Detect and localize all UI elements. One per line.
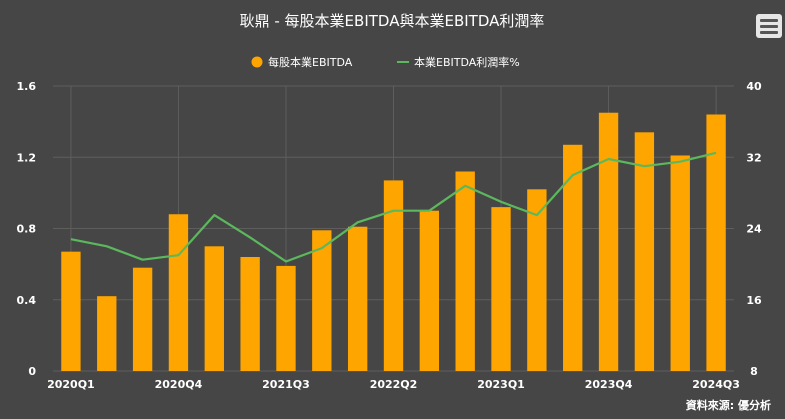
- bar: [598, 112, 619, 371]
- menu-bar: [760, 31, 778, 34]
- legend-bar-marker: [251, 56, 263, 68]
- y-left-tick-label: 1.2: [17, 151, 37, 164]
- x-tick-label: 2020Q4: [155, 378, 203, 391]
- bar: [491, 207, 511, 371]
- legend-line-label: 本業EBITDA利潤率%: [414, 55, 520, 69]
- bar: [670, 155, 690, 371]
- bar: [168, 214, 189, 371]
- source-note: 資料來源: 優分析: [685, 399, 771, 412]
- bar: [97, 296, 117, 371]
- bar: [383, 180, 404, 371]
- legend[interactable]: 每股本業EBITDA 本業EBITDA利潤率%: [251, 55, 520, 69]
- menu-bar: [760, 19, 778, 22]
- y-right-tick-label: 40: [746, 80, 762, 93]
- y-left-tick-label: 0: [28, 365, 36, 378]
- y-right-tick-label: 32: [746, 151, 761, 164]
- bar-series: [61, 112, 726, 371]
- chart-title: 耿鼎 - 每股本業EBITDA與本業EBITDA利潤率: [240, 12, 545, 30]
- x-tick-label: 2024Q3: [692, 378, 740, 391]
- y-right-tick-label: 16: [746, 294, 762, 307]
- bar: [527, 189, 547, 371]
- bar: [312, 230, 332, 371]
- legend-bar-label: 每股本業EBITDA: [268, 55, 353, 69]
- bar: [455, 171, 475, 371]
- y-left-tick-label: 0.8: [17, 223, 37, 236]
- y-left-tick-label: 0.4: [17, 294, 37, 307]
- x-tick-label: 2022Q2: [370, 378, 418, 391]
- bar: [276, 265, 296, 371]
- y-right-tick-label: 8: [750, 365, 758, 378]
- x-tick-label: 2023Q4: [585, 378, 633, 391]
- bar: [61, 251, 81, 371]
- bar: [419, 210, 440, 371]
- x-tick-label: 2020Q1: [47, 378, 95, 391]
- line-series: [70, 151, 717, 263]
- margin-line: [70, 151, 717, 263]
- hamburger-menu-icon[interactable]: [756, 14, 782, 38]
- bar: [706, 114, 726, 371]
- bar: [204, 246, 224, 371]
- bar: [347, 226, 368, 371]
- x-tick-label: 2021Q3: [262, 378, 310, 391]
- axes: 0 0.4 0.8 1.2 1.6 8 16 24 32 40 2020Q1 2020Q4 2021Q3…: [17, 80, 762, 391]
- y-left-tick-label: 1.6: [17, 80, 37, 93]
- bar: [132, 267, 153, 371]
- bar: [240, 257, 260, 371]
- y-right-tick-label: 24: [746, 223, 762, 236]
- bar: [563, 144, 583, 371]
- bar: [634, 132, 655, 371]
- x-tick-label: 2023Q1: [477, 378, 525, 391]
- menu-bar: [760, 25, 778, 28]
